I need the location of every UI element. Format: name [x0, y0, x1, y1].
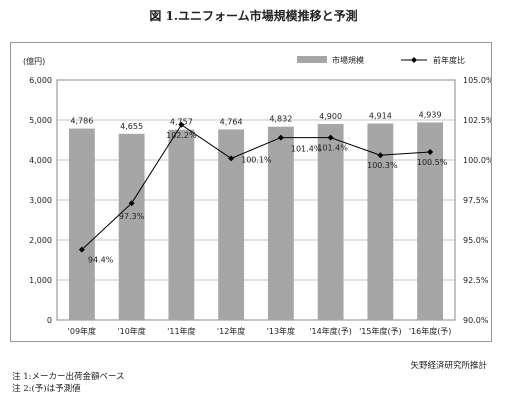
ratio-value-label: 100.1%	[241, 155, 272, 164]
x-tick-label: '14年度(予)	[309, 326, 352, 336]
ratio-point	[377, 152, 384, 159]
ratio-value-label: 94.4%	[88, 256, 114, 265]
ratio-point	[228, 155, 235, 162]
y-right-tick-label: 90.0%	[463, 316, 489, 325]
bar-value-label: 4,786	[70, 117, 93, 126]
footnote-2: 注 2:(予)は予測値	[12, 384, 81, 394]
ratio-point	[277, 134, 284, 141]
y-left-tick-label: 6,000	[29, 76, 52, 85]
y-left-tick-label: 4,000	[29, 156, 52, 165]
footnote-1: 注 1:メーカー出荷金額ベース	[12, 372, 125, 382]
bar-value-label: 4,900	[319, 112, 342, 121]
y-right-tick-label: 100.0%	[463, 156, 491, 165]
legend-bar-swatch	[297, 56, 327, 63]
legend-label: 市場規模	[332, 55, 364, 65]
y-left-tick-label: 3,000	[29, 196, 52, 205]
y-left-tick-label: 0	[47, 316, 52, 325]
y-right-tick-label: 105.0%	[463, 76, 491, 85]
ratio-value-label: 101.4%	[317, 144, 348, 153]
chart-svg: 0 1,000 2,000 3,000 4,000 5,000 6,000 90.0% 92.5…	[23, 55, 491, 336]
x-tick-label: '10年度	[117, 326, 145, 336]
bar	[317, 124, 344, 320]
x-tick-label: '15年度(予)	[359, 326, 402, 336]
chart-container: 0 1,000 2,000 3,000 4,000 5,000 6,000 90.0% 92.5…	[10, 42, 492, 342]
x-tick-label: '12年度	[217, 326, 245, 336]
x-tick-label: '16年度(予)	[409, 326, 452, 336]
y-right-tick-label: 97.5%	[463, 196, 489, 205]
source-note: 矢野経済研究所推計	[410, 361, 487, 371]
bar	[267, 126, 294, 320]
ratio-point	[327, 134, 334, 141]
ratio-value-label: 102.2%	[166, 131, 197, 140]
x-tick-label: '13年度	[267, 326, 295, 336]
y-left-tick-label: 5,000	[29, 116, 52, 125]
y-right-tick-label: 95.0%	[463, 236, 489, 245]
y-right-tick-label: 102.5%	[463, 116, 491, 125]
x-tick-label: '11年度	[167, 326, 195, 336]
ratio-line	[81, 124, 431, 250]
legend-label: 前年度比	[433, 55, 465, 65]
ratio-point	[427, 149, 434, 155]
ratio-value-label: 100.3%	[367, 161, 398, 170]
y-left-tick-label: 1,000	[29, 276, 52, 285]
y-right-tick-label: 92.5%	[463, 276, 489, 285]
ratio-point	[178, 121, 185, 128]
bar	[68, 128, 95, 320]
bar-value-label: 4,939	[419, 110, 442, 119]
bar	[168, 129, 195, 320]
ratio-point	[78, 246, 85, 253]
ratio-value-label: 101.4%	[291, 145, 322, 154]
y-left-unit-label: (億円)	[23, 56, 45, 66]
bar-value-label: 4,764	[220, 117, 243, 126]
ratio-value-label: 100.5%	[417, 158, 448, 167]
bar-value-label: 4,655	[120, 122, 143, 131]
bar	[118, 133, 145, 320]
bar-value-label: 4,832	[269, 115, 292, 124]
ratio-point	[128, 200, 135, 207]
legend-marker	[411, 57, 417, 63]
x-tick-label: '09年度	[68, 326, 96, 336]
bar	[417, 122, 444, 320]
chart-title: 図 1.ユニフォーム市場規模推移と予測	[149, 9, 358, 23]
bar-value-label: 4,914	[369, 111, 392, 120]
ratio-value-label: 97.3%	[119, 212, 145, 221]
y-left-tick-label: 2,000	[29, 236, 52, 245]
